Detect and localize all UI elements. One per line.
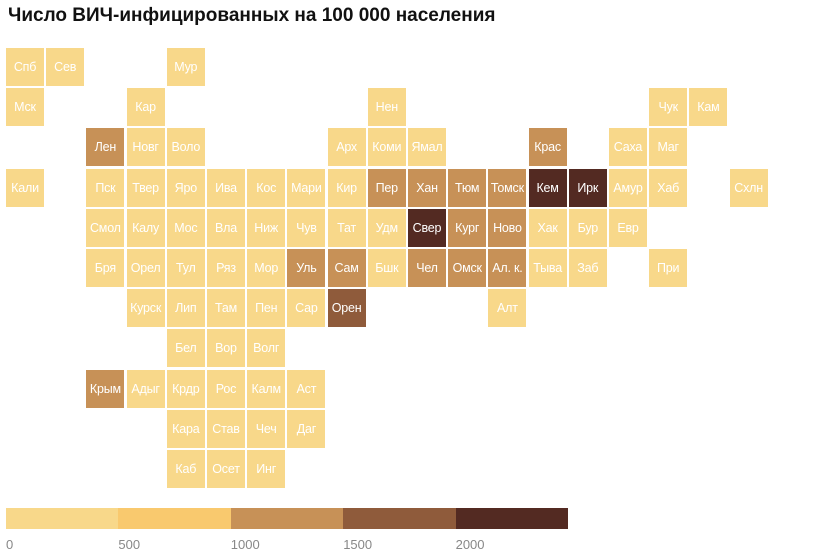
- region-tile: Мор: [247, 249, 286, 287]
- region-tile: Мос: [166, 208, 205, 247]
- region-tile: Крым: [86, 369, 125, 408]
- region-tile: Чук: [649, 88, 688, 127]
- region-tile: Кар: [126, 88, 165, 127]
- region-tile: Вла: [207, 208, 245, 247]
- region-tile: Пер: [367, 168, 406, 207]
- legend-tick-label: 1500: [343, 537, 373, 552]
- region-tile: Удм: [367, 208, 406, 247]
- region-tile: Орен: [327, 289, 366, 328]
- region-tile: Амур: [609, 168, 647, 207]
- legend-swatch: [230, 508, 344, 529]
- region-tile: Спб: [6, 48, 44, 86]
- region-tile: Калу: [126, 208, 165, 247]
- region-tile: Ирк: [568, 168, 607, 207]
- region-tile: Даг: [287, 409, 326, 448]
- region-tile: Заб: [568, 249, 607, 287]
- region-tile: Схлн: [729, 168, 768, 207]
- region-tile: Хак: [528, 208, 567, 247]
- region-tile: Крдр: [166, 369, 205, 408]
- region-tile: Сам: [327, 249, 366, 287]
- legend-tick-label: 0: [6, 537, 14, 552]
- region-tile: Чел: [408, 249, 446, 287]
- legend-swatch: [118, 508, 231, 529]
- region-tile: Мари: [287, 168, 326, 207]
- region-tile: Каб: [166, 450, 205, 488]
- region-tile: Смол: [86, 208, 125, 247]
- region-tile: Ряз: [207, 249, 245, 287]
- region-tile: Крас: [528, 128, 567, 167]
- region-tile: Кос: [247, 168, 286, 207]
- region-tile: Волг: [247, 329, 286, 368]
- region-tile: Тюм: [448, 168, 487, 207]
- region-tile: Адыг: [126, 369, 165, 408]
- region-tile: Кали: [6, 168, 44, 207]
- region-tile: Чеч: [247, 409, 286, 448]
- region-tile: Евр: [609, 208, 647, 247]
- region-tile: Бел: [166, 329, 205, 368]
- region-tile: Хаб: [649, 168, 688, 207]
- region-tile: Чув: [287, 208, 326, 247]
- region-tile: Орел: [126, 249, 165, 287]
- region-tile: Нен: [367, 88, 406, 127]
- legend-swatch: [6, 508, 119, 529]
- region-tile: Бря: [86, 249, 125, 287]
- region-tile: Тул: [166, 249, 205, 287]
- legend-tick-label: 2000: [455, 537, 485, 552]
- region-tile: Сев: [46, 48, 85, 86]
- region-tile: Бур: [568, 208, 607, 247]
- region-tile: Там: [207, 289, 245, 328]
- region-tile: При: [649, 249, 688, 287]
- region-tile: Курск: [126, 289, 165, 328]
- region-tile: Свер: [408, 208, 446, 247]
- region-tile: Коми: [367, 128, 406, 167]
- region-tile: Кург: [448, 208, 487, 247]
- region-tile: Мск: [6, 88, 44, 127]
- region-tile: Став: [207, 409, 245, 448]
- region-tile: Лип: [166, 289, 205, 328]
- region-tile: Ал. к.: [488, 249, 527, 287]
- region-tile: Твер: [126, 168, 165, 207]
- region-tile: Кам: [689, 88, 728, 127]
- region-tile: Омск: [448, 249, 487, 287]
- region-tile: Кир: [327, 168, 366, 207]
- legend-tick-label: 500: [118, 537, 141, 552]
- region-tile: Мур: [166, 48, 205, 86]
- region-tile: Арх: [327, 128, 366, 167]
- region-tile: Вор: [207, 329, 245, 368]
- region-tile: Ямал: [408, 128, 446, 167]
- region-tile: Тыва: [528, 249, 567, 287]
- region-tile: Саха: [609, 128, 647, 167]
- region-tile: Маг: [649, 128, 688, 167]
- region-tile: Пен: [247, 289, 286, 328]
- region-tile: Томск: [488, 168, 527, 207]
- region-tile: Инг: [247, 450, 286, 488]
- region-tile: Ниж: [247, 208, 286, 247]
- region-tile: Осет: [207, 450, 245, 488]
- region-tile: Лен: [86, 128, 125, 167]
- legend-tick-label: 1000: [230, 537, 260, 552]
- region-tile: Тат: [327, 208, 366, 247]
- region-tile: Бшк: [367, 249, 406, 287]
- region-tile: Рос: [207, 369, 245, 408]
- region-tile: Новг: [126, 128, 165, 167]
- region-tile: Ива: [207, 168, 245, 207]
- region-tile: Хан: [408, 168, 446, 207]
- region-tile: Воло: [166, 128, 205, 167]
- region-tile: Уль: [287, 249, 326, 287]
- legend-swatch: [455, 508, 568, 529]
- region-tile: Кем: [528, 168, 567, 207]
- region-tile: Пск: [86, 168, 125, 207]
- region-tile: Аст: [287, 369, 326, 408]
- region-tile: Алт: [488, 289, 527, 328]
- region-tile: Яро: [166, 168, 205, 207]
- legend-swatch: [343, 508, 456, 529]
- region-tile: Сар: [287, 289, 326, 328]
- region-tile: Калм: [247, 369, 286, 408]
- region-tile: Кара: [166, 409, 205, 448]
- chart-title: Число ВИЧ-инфицированных на 100 000 насе…: [8, 5, 496, 26]
- region-tile: Ново: [488, 208, 527, 247]
